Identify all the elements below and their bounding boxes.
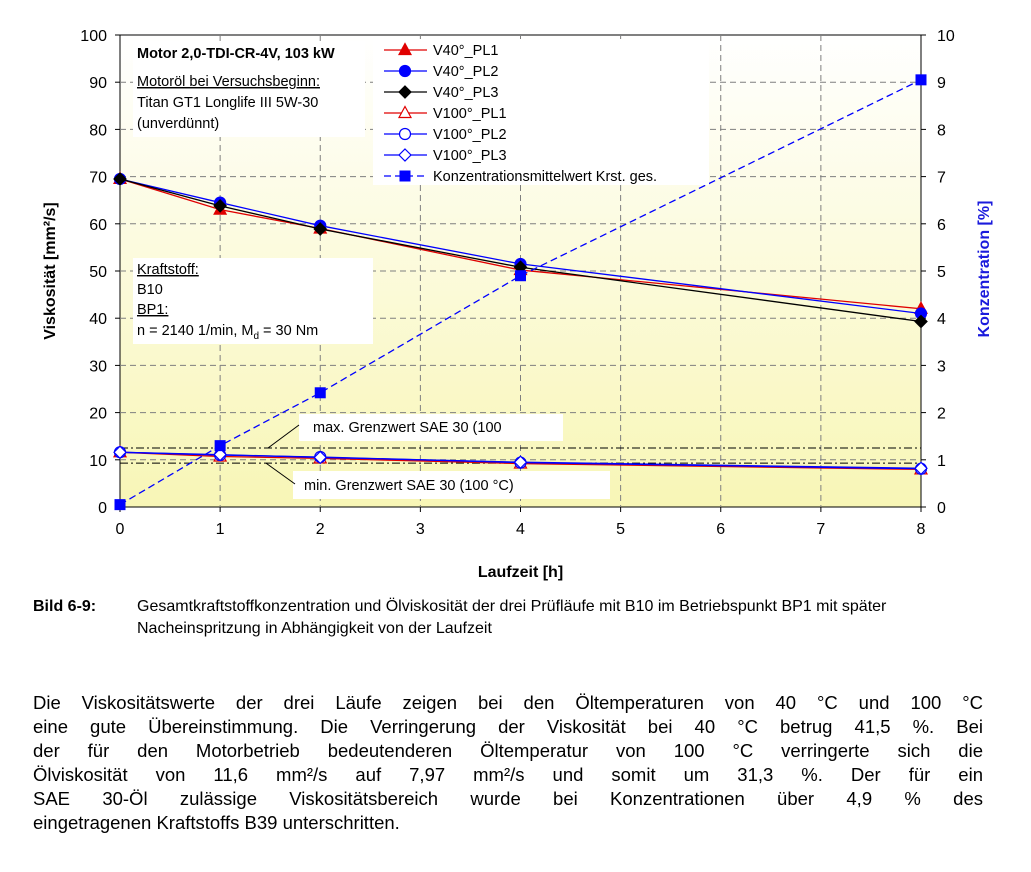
series-3	[113, 172, 928, 329]
paragraph-line: Die Viskositätswerte der drei Läufe zeig…	[33, 692, 983, 713]
y-tick-label: 20	[89, 406, 107, 423]
y2-tick-label: 9	[937, 75, 946, 92]
data-point	[213, 199, 227, 213]
caption-label: Bild 6-9:	[33, 598, 97, 615]
fuel-value: B10	[137, 282, 163, 298]
data-point	[313, 222, 328, 236]
legend-label: V40°_PL3	[433, 85, 498, 101]
series-6	[113, 445, 928, 476]
x-tick-label: 1	[216, 521, 225, 538]
fuel-info-box	[133, 258, 373, 344]
y2-axis-title: Konzentration [%]	[976, 201, 993, 338]
y2-tick-label: 10	[937, 28, 955, 45]
min-limit-label: min. Grenzwert SAE 30 (100 °C)	[304, 478, 514, 494]
series-7	[114, 74, 927, 511]
legend-label: V40°_PL1	[433, 43, 498, 59]
y-tick-label: 0	[98, 500, 107, 517]
x-tick-label: 2	[316, 521, 325, 538]
max-limit-label: max. Grenzwert SAE 30 (100	[313, 420, 502, 436]
body-paragraph: Die Viskositätswerte der drei Läufe zeig…	[33, 691, 983, 835]
legend-marker	[398, 64, 412, 78]
y-tick-label: 10	[89, 453, 107, 470]
legend-label: Konzentrationsmittelwert Krst. ges.	[433, 169, 657, 185]
x-tick-label: 8	[917, 521, 926, 538]
y-tick-label: 80	[89, 122, 107, 139]
data-point	[915, 74, 927, 86]
fuel-heading: Kraftstoff:	[137, 262, 199, 278]
max-limit-leader	[267, 424, 300, 449]
data-point	[113, 172, 127, 186]
data-point	[513, 455, 528, 470]
x-tick-label: 7	[816, 521, 825, 538]
x-tick-label: 6	[716, 521, 725, 538]
legend-marker	[398, 85, 412, 99]
y-tick-label: 60	[89, 217, 107, 234]
legend-marker	[398, 127, 412, 141]
y2-tick-label: 7	[937, 170, 946, 187]
x-axis-title: Laufzeit [h]	[478, 564, 563, 581]
data-point	[914, 314, 928, 329]
paragraph-line: eingetragenen Kraftstoffs B39 unterschri…	[33, 812, 400, 833]
legend-marker	[397, 42, 413, 56]
y-tick-label: 70	[89, 170, 107, 187]
annotation-boxes: Motor 2,0-TDI-CR-4V, 103 kW Motoröl bei V…	[133, 41, 610, 499]
legend-label: V100°_PL1	[433, 106, 507, 122]
data-point	[515, 270, 526, 282]
series-line	[119, 79, 922, 506]
y2-tick-label: 8	[937, 122, 946, 139]
x-tick-label: 5	[616, 521, 625, 538]
caption-text: Gesamtkraftstoffkonzentration und Ölvisk…	[137, 598, 887, 637]
data-point	[914, 461, 928, 476]
legend-label: V100°_PL2	[433, 127, 507, 143]
paragraph-line: Ölviskosität von 11,6 mm²/s auf 7,97 mm²…	[33, 764, 983, 785]
data-point	[213, 447, 227, 462]
y-tick-label: 40	[89, 311, 107, 328]
oil-state: (unverdünnt)	[137, 116, 219, 132]
axes: 0 1 2 3 4 5 6 7 80102030405060708090100012345678…	[42, 28, 993, 581]
min-limit-leader	[265, 462, 296, 485]
paragraph-line: der für den Motorbetrieb bedeutenderen Ö…	[33, 740, 983, 761]
legend-marker	[398, 148, 412, 162]
viscosity-concentration-chart: 0 1 2 3 4 5 6 7 80102030405060708090100012345678…	[42, 28, 993, 581]
x-tick-label: 0	[116, 521, 125, 538]
paragraph-line: eine gute Übereinstimmung. Die Verringer…	[33, 716, 983, 737]
data-point	[314, 387, 326, 399]
y-tick-label: 30	[89, 358, 107, 375]
max-limit-box	[299, 414, 563, 441]
legend-marker	[399, 170, 411, 182]
y2-tick-label: 0	[937, 500, 946, 517]
legend-marker	[397, 105, 413, 119]
x-tick-label: 3	[416, 521, 425, 538]
y-tick-label: 90	[89, 75, 107, 92]
legend-box	[373, 39, 709, 185]
y-axis-title: Viskosität [mm²/s]	[42, 202, 59, 340]
y-tick-label: 50	[89, 264, 107, 281]
data-point	[113, 445, 127, 460]
engine-info-box	[133, 41, 365, 137]
data-point	[214, 440, 226, 452]
x-tick-label: 4	[516, 521, 525, 538]
bp-heading: BP1:	[137, 302, 168, 318]
y2-tick-label: 2	[937, 406, 946, 423]
engine-label: Motor 2,0-TDI-CR-4V, 103 kW	[137, 46, 335, 62]
oil-name: Titan GT1 Longlife III 5W-30	[137, 95, 318, 111]
min-limit-box	[293, 471, 610, 499]
series-layer	[112, 74, 929, 511]
data-point	[313, 450, 328, 465]
legend-label: V100°_PL3	[433, 148, 507, 164]
y2-tick-label: 5	[937, 264, 946, 281]
paragraph-line: SAE 30-Öl zulässige Viskositätsbereich w…	[33, 788, 983, 809]
y-tick-label: 100	[80, 28, 107, 45]
y2-tick-label: 1	[937, 453, 946, 470]
bp-value: n = 2140 1/min, Md = 30 Nm	[137, 323, 318, 342]
y2-tick-label: 6	[937, 217, 946, 234]
data-point	[114, 499, 126, 511]
y2-tick-label: 3	[937, 358, 946, 375]
oil-heading: Motoröl bei Versuchsbeginn:	[137, 74, 320, 90]
legend: V40°_PL1 V40°_PL2 V40°_PL3 V100°_PL1 V100°_P…	[373, 39, 709, 185]
legend-label: V40°_PL2	[433, 64, 498, 80]
y2-tick-label: 4	[937, 311, 946, 328]
